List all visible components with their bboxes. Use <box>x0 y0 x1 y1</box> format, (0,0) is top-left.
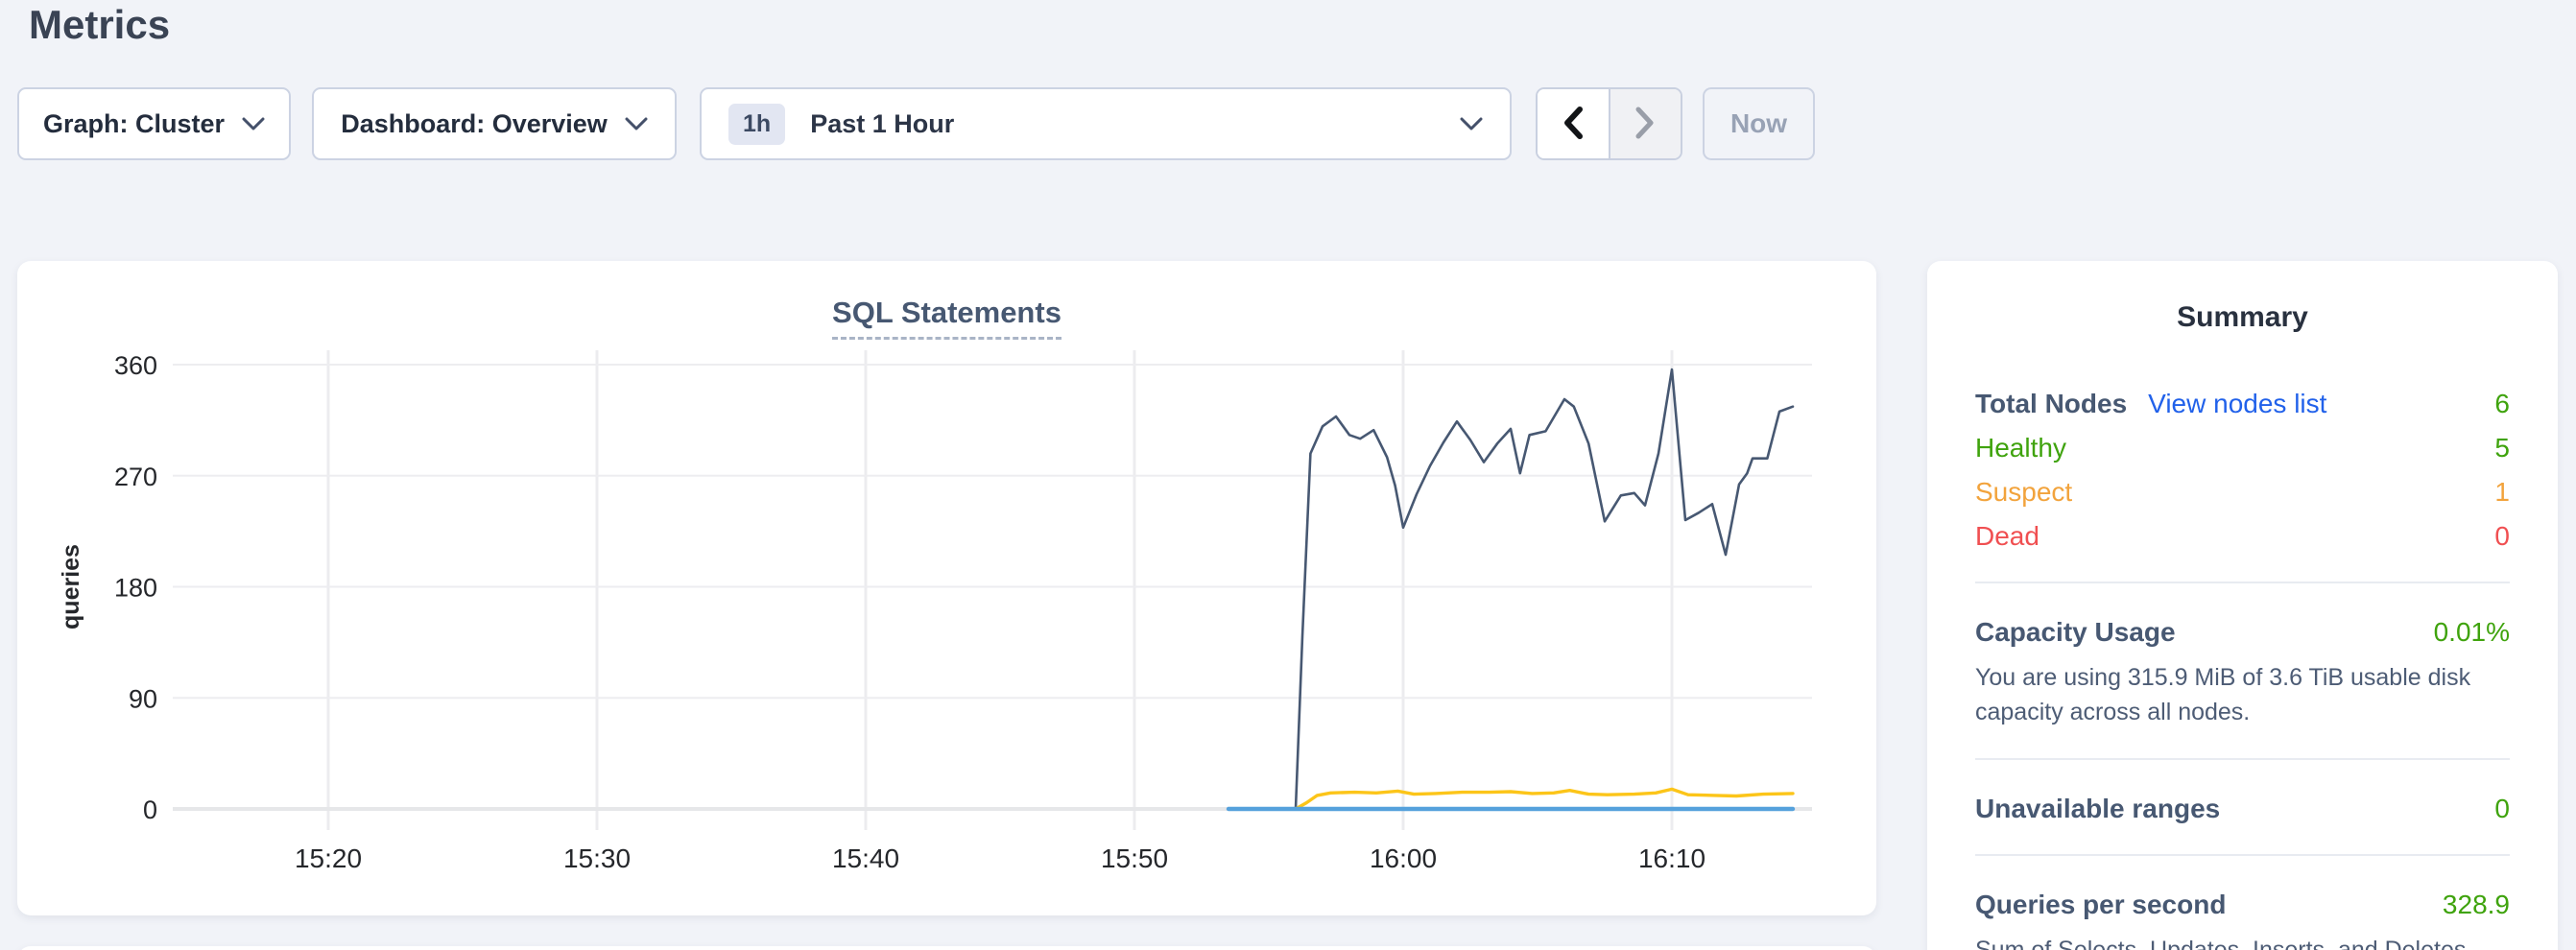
time-window-stepper <box>1536 87 1682 160</box>
chevron-down-icon <box>1460 117 1483 131</box>
healthy-value: 5 <box>2494 433 2510 463</box>
queries-per-second-value: 328.9 <box>2442 890 2510 919</box>
axis-tick-label: 180 <box>114 574 157 603</box>
divider <box>1975 582 2510 583</box>
time-range-label: Past 1 Hour <box>810 108 955 138</box>
total-nodes-value: 6 <box>2494 389 2510 418</box>
graph-dropdown[interactable]: Graph: Cluster <box>17 87 291 160</box>
sql-statements-chart-card: SQL Statements 15:20 15:30 15:40 15:50 16:00… <box>17 261 1876 915</box>
capacity-usage-row: Capacity Usage 0.01% <box>1975 616 2510 649</box>
y-axis-label: queries <box>58 544 84 629</box>
capacity-usage-value: 0.01% <box>2433 617 2510 647</box>
dead-value: 0 <box>2494 521 2510 551</box>
total-nodes-label: Total Nodes <box>1975 389 2128 418</box>
divider <box>1975 758 2510 760</box>
graph-dropdown-label: Graph: Cluster <box>42 108 226 138</box>
next-chart-card <box>17 946 1876 950</box>
capacity-usage-description: You are using 315.9 MiB of 3.6 TiB usabl… <box>1975 664 2471 725</box>
suspect-label: Suspect <box>1975 477 2073 507</box>
queries-per-second-row: Queries per second 328.9 <box>1975 889 2510 921</box>
axis-tick-label: 15:50 <box>1101 843 1168 873</box>
divider <box>1975 854 2510 856</box>
chart-line-dark-blue <box>1294 368 1795 811</box>
axis-tick-label: 15:20 <box>295 843 362 873</box>
unavailable-ranges-value: 0 <box>2494 794 2510 823</box>
queries-per-second-label: Queries per second <box>1975 890 2227 919</box>
dead-nodes-row: Dead 0 <box>1975 520 2510 553</box>
axis-tick-label: 90 <box>129 684 157 713</box>
axis-tick-label: 0 <box>143 796 157 824</box>
chevron-left-icon <box>1561 106 1586 143</box>
axis-tick-label: 15:40 <box>832 843 899 873</box>
total-nodes-row: Total Nodes View nodes list 6 <box>1975 388 2510 420</box>
unavailable-ranges-label: Unavailable ranges <box>1975 794 2221 823</box>
axis-tick-label: 270 <box>114 463 157 491</box>
dead-label: Dead <box>1975 521 2039 551</box>
summary-panel: Summary Total Nodes View nodes list 6 He… <box>1927 261 2558 950</box>
chart-title: SQL Statements <box>17 296 1876 340</box>
time-range-dropdown[interactable]: 1h Past 1 Hour <box>700 87 1512 160</box>
dashboard-dropdown[interactable]: Dashboard: Overview <box>312 87 677 160</box>
axis-tick-label: 16:00 <box>1370 843 1437 873</box>
page-title: Metrics <box>29 2 171 47</box>
healthy-nodes-row: Healthy 5 <box>1975 432 2510 464</box>
prev-time-window-button[interactable] <box>1538 89 1610 158</box>
next-time-window-button[interactable] <box>1610 89 1681 158</box>
queries-per-second-description: Sum of Selects, Updates, Inserts, and De… <box>1975 937 2467 950</box>
suspect-value: 1 <box>2494 477 2510 507</box>
summary-title: Summary <box>2177 301 2308 333</box>
chart-line-yellow <box>1294 787 1795 811</box>
axis-tick-label: 360 <box>114 351 157 380</box>
axis-tick-label: 15:30 <box>563 843 631 873</box>
metrics-toolbar: Graph: Cluster Dashboard: Overview 1h Pa… <box>17 87 1815 160</box>
sql-statements-chart[interactable]: 15:20 15:30 15:40 15:50 16:00 16:10 0 90 180 270 3… <box>17 261 1876 894</box>
suspect-nodes-row: Suspect 1 <box>1975 476 2510 509</box>
dashboard-dropdown-label: Dashboard: Overview <box>341 108 608 138</box>
healthy-label: Healthy <box>1975 433 2066 463</box>
capacity-usage-label: Capacity Usage <box>1975 617 2176 647</box>
chevron-down-icon <box>242 117 265 131</box>
unavailable-ranges-row: Unavailable ranges 0 <box>1975 793 2510 825</box>
time-range-badge: 1h <box>728 103 786 145</box>
view-nodes-list-link[interactable]: View nodes list <box>2148 389 2327 418</box>
axis-tick-label: 16:10 <box>1638 843 1705 873</box>
chevron-down-icon <box>625 117 648 131</box>
now-button[interactable]: Now <box>1703 87 1815 160</box>
chevron-right-icon <box>1633 106 1658 143</box>
